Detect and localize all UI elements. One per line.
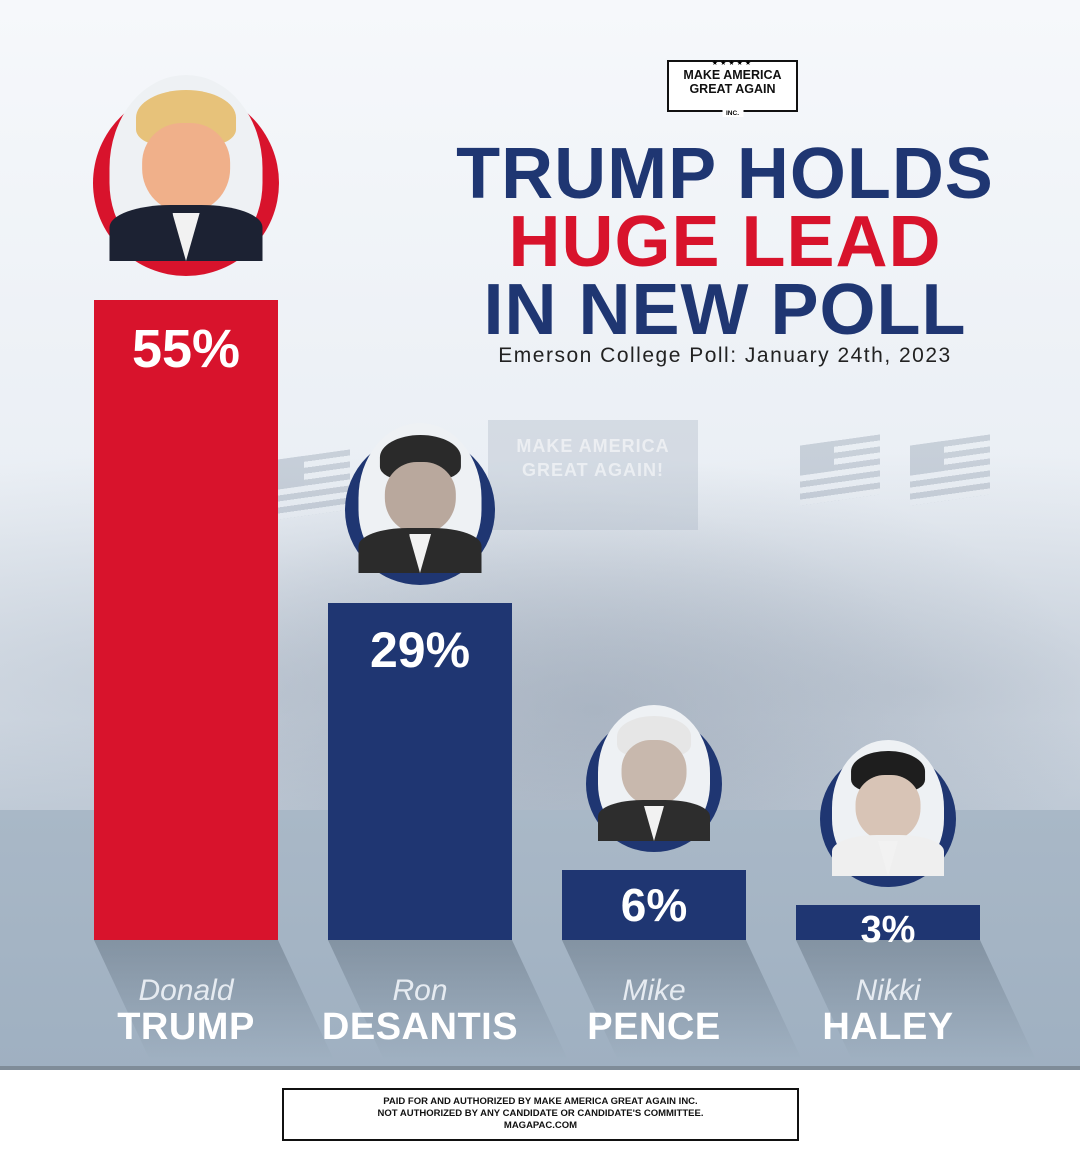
portrait-photo: [109, 75, 263, 261]
face: [855, 775, 921, 841]
bar-haley: [796, 905, 980, 940]
candidate-first-name: Nikki: [855, 974, 921, 1007]
candidate-first-name: Mike: [622, 974, 686, 1007]
bar-desantis: [328, 603, 512, 940]
logo-inc: INC.: [722, 110, 743, 117]
headline-line-3: IN NEW POLL: [483, 270, 967, 350]
portrait-photo: [358, 423, 482, 573]
disclaimer-line-3: MAGAPAC.COM: [503, 1120, 578, 1131]
rally-sign: MAKE AMERICA GREAT AGAIN!: [488, 420, 698, 530]
maga-logo: ★★★★★ MAKE AMERICA GREAT AGAIN INC.: [667, 60, 798, 117]
disclaimer-line-1: PAID FOR AND AUTHORIZED BY MAKE AMERICA …: [383, 1096, 698, 1107]
avatar-pence: [586, 705, 722, 852]
face: [141, 123, 231, 213]
avatar-trump: [93, 75, 279, 276]
footer-divider: [0, 1066, 1080, 1070]
candidate-last-name: HALEY: [822, 1006, 954, 1048]
chart-subtitle: Emerson College Poll: January 24th, 2023: [498, 344, 952, 367]
portrait-photo: [598, 705, 710, 841]
flag-icon: [270, 449, 350, 521]
candidate-last-name: PENCE: [587, 1006, 721, 1048]
avatar-haley: [820, 740, 956, 887]
candidate-last-name: TRUMP: [117, 1006, 255, 1048]
face: [384, 462, 456, 534]
candidate-last-name: DESANTIS: [321, 1006, 519, 1048]
bar-pence: [562, 870, 746, 940]
disclaimer-line-2: NOT AUTHORIZED BY ANY CANDIDATE OR CANDI…: [377, 1108, 704, 1119]
flag-icon: [800, 434, 880, 506]
flag-icon: [910, 434, 990, 506]
face: [621, 740, 687, 806]
portrait-photo: [832, 740, 944, 876]
headline-line-2: HUGE LEAD: [508, 202, 942, 282]
logo-line-1: MAKE AMERICA: [683, 68, 782, 82]
candidate-first-name: Ron: [392, 974, 448, 1007]
candidate-first-name: Donald: [138, 974, 234, 1007]
bar-value-label: 29%: [369, 622, 471, 678]
disclaimer-box: PAID FOR AND AUTHORIZED BY MAKE AMERICA …: [282, 1088, 799, 1141]
bar-trump: [94, 300, 278, 940]
bar-value-label: 3%: [860, 909, 916, 951]
bar-value-label: 6%: [620, 879, 688, 931]
headline-line-1: TRUMP HOLDS: [456, 134, 994, 214]
avatar-desantis: [345, 423, 495, 585]
bar-value-label: 55%: [131, 319, 241, 379]
logo-stars: ★★★★★: [711, 60, 754, 67]
logo-line-2: GREAT AGAIN: [689, 82, 776, 96]
